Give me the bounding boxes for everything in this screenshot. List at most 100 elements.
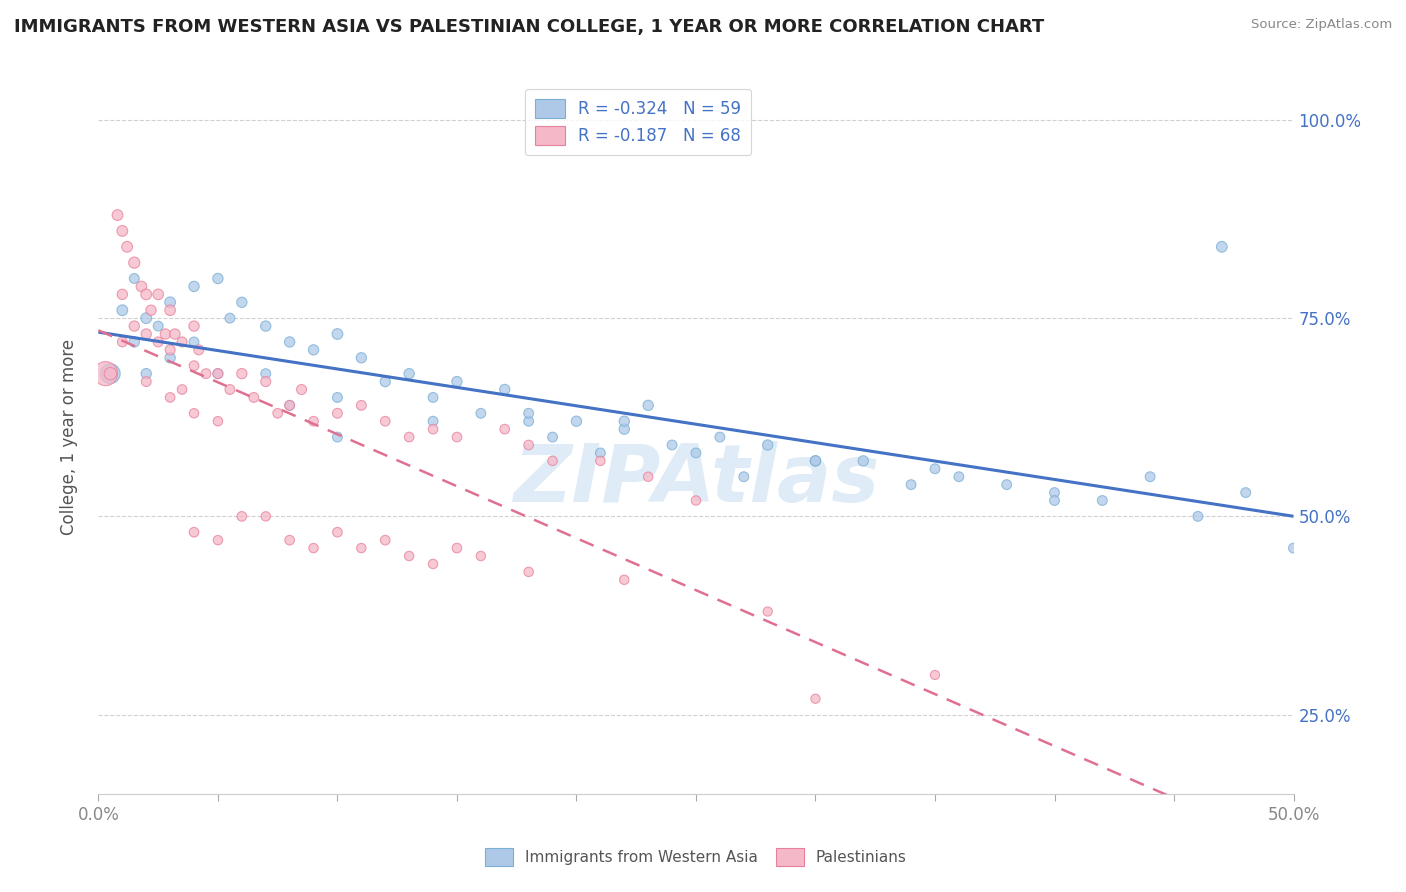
Point [124, 255, 146, 269]
Point [155, 326, 177, 341]
Point [135, 367, 157, 381]
Point [350, 541, 373, 555]
Point [661, 438, 683, 452]
Point [613, 573, 636, 587]
Point [207, 414, 229, 428]
Point [302, 414, 325, 428]
Point [111, 334, 134, 349]
Point [172, 334, 194, 349]
Point [326, 430, 349, 444]
Point [291, 383, 314, 397]
Point [207, 367, 229, 381]
Point [685, 493, 707, 508]
Point [302, 343, 325, 357]
Point [135, 326, 157, 341]
Point [756, 438, 779, 452]
Point [124, 334, 146, 349]
Point [278, 398, 301, 412]
Point [852, 454, 875, 468]
Point [374, 375, 396, 389]
Point [565, 414, 588, 428]
Point [398, 430, 420, 444]
Point [398, 367, 420, 381]
Point [517, 565, 540, 579]
Point [470, 549, 492, 563]
Point [422, 414, 444, 428]
Point [756, 605, 779, 619]
Point [1091, 493, 1114, 508]
Point [111, 224, 134, 238]
Point [494, 383, 516, 397]
Point [207, 271, 229, 285]
Point [139, 303, 162, 318]
Point [278, 334, 301, 349]
Point [517, 414, 540, 428]
Point [422, 557, 444, 571]
Point [124, 319, 146, 334]
Point [187, 343, 209, 357]
Point [172, 383, 194, 397]
Point [98, 367, 122, 381]
Point [1043, 485, 1066, 500]
Point [183, 319, 205, 334]
Point [159, 303, 181, 318]
Point [267, 406, 290, 420]
Point [326, 391, 349, 405]
Point [135, 287, 157, 301]
Point [350, 351, 373, 365]
Point [219, 383, 242, 397]
Point [278, 398, 301, 412]
Point [326, 406, 349, 420]
Point [183, 406, 205, 420]
Text: ZIPAtlas: ZIPAtlas [513, 441, 879, 519]
Point [613, 422, 636, 436]
Point [541, 430, 564, 444]
Point [207, 367, 229, 381]
Point [900, 477, 922, 491]
Point [541, 454, 564, 468]
Point [254, 375, 277, 389]
Point [995, 477, 1018, 491]
Point [148, 287, 170, 301]
Point [685, 446, 707, 460]
Point [446, 430, 468, 444]
Point [148, 319, 170, 334]
Point [517, 406, 540, 420]
Point [398, 549, 420, 563]
Point [613, 414, 636, 428]
Point [924, 462, 946, 476]
Point [1043, 493, 1066, 508]
Point [135, 375, 157, 389]
Legend: Immigrants from Western Asia, Palestinians: Immigrants from Western Asia, Palestinia… [479, 842, 912, 871]
Point [124, 271, 146, 285]
Text: Source: ZipAtlas.com: Source: ZipAtlas.com [1251, 18, 1392, 31]
Point [302, 541, 325, 555]
Point [422, 422, 444, 436]
Point [804, 454, 827, 468]
Point [107, 208, 129, 222]
Point [1234, 485, 1257, 500]
Point [374, 533, 396, 548]
Point [350, 398, 373, 412]
Point [709, 430, 731, 444]
Point [589, 446, 612, 460]
Point [183, 359, 205, 373]
Point [1187, 509, 1209, 524]
Point [131, 279, 153, 293]
Point [374, 414, 396, 428]
Text: IMMIGRANTS FROM WESTERN ASIA VS PALESTINIAN COLLEGE, 1 YEAR OR MORE CORRELATION : IMMIGRANTS FROM WESTERN ASIA VS PALESTIN… [14, 18, 1045, 36]
Point [231, 509, 253, 524]
Point [446, 375, 468, 389]
Point [1211, 240, 1233, 254]
Point [243, 391, 266, 405]
Point [804, 691, 827, 706]
Point [231, 295, 253, 310]
Point [183, 279, 205, 293]
Point [135, 311, 157, 326]
Point [159, 295, 181, 310]
Point [446, 541, 468, 555]
Point [589, 454, 612, 468]
Y-axis label: College, 1 year or more: College, 1 year or more [59, 339, 77, 535]
Point [159, 391, 181, 405]
Point [254, 509, 277, 524]
